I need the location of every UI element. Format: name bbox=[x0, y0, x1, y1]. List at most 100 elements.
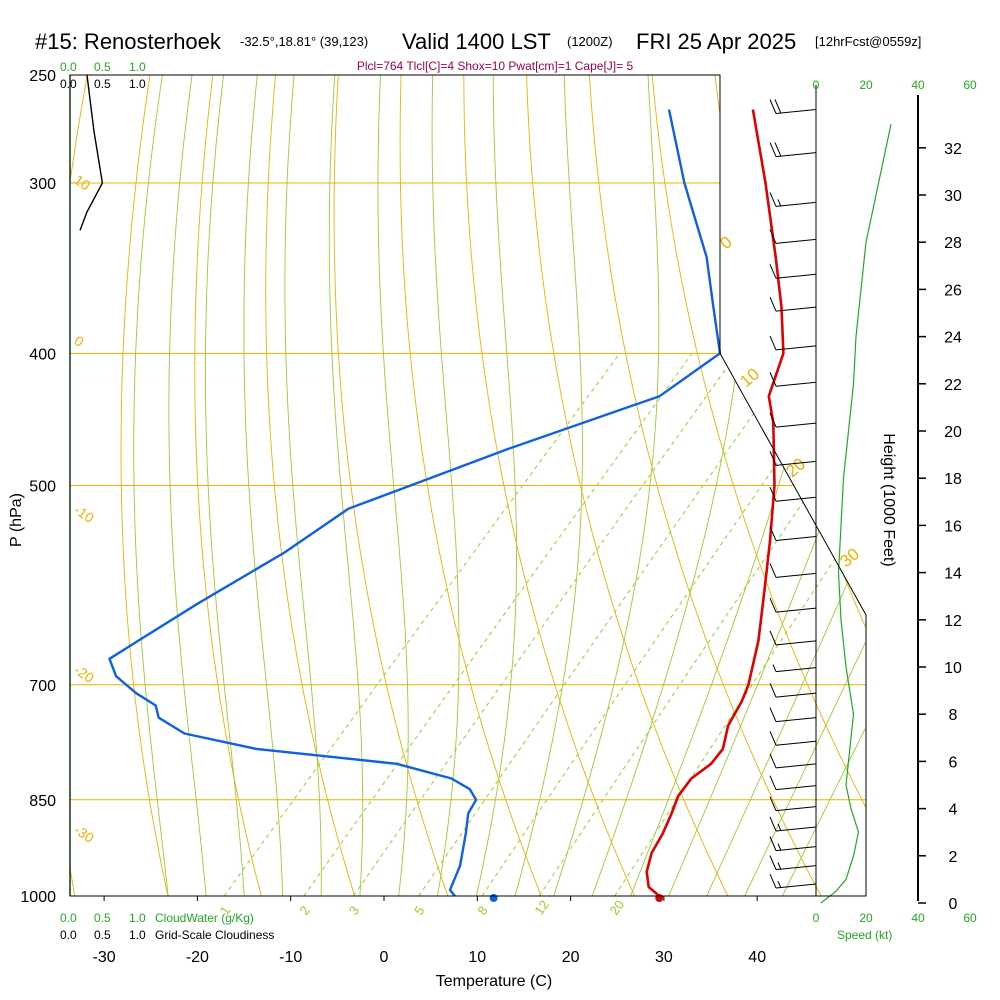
cloudwater-bottom-tick-1: 0.5 bbox=[94, 911, 111, 925]
chart-title-valid: Valid 1400 LST bbox=[402, 29, 551, 54]
moist-adiabat bbox=[133, 75, 172, 896]
dry-adiabat-label: 0 bbox=[71, 332, 87, 350]
dry-adiabat-label: 10 bbox=[71, 171, 93, 193]
mixing-ratio-label: 8 bbox=[474, 903, 490, 918]
moist-adiabat-label: 10 bbox=[736, 364, 763, 391]
mixing-ratio-label: 12 bbox=[531, 897, 552, 917]
moist-adiabat bbox=[168, 75, 209, 896]
dry-adiabat bbox=[265, 75, 365, 896]
mixing-ratio-label: 2 bbox=[296, 903, 312, 918]
pressure-tick-label: 500 bbox=[29, 479, 56, 496]
wind-barb bbox=[769, 816, 817, 832]
height-tick-label: 2 bbox=[949, 849, 958, 866]
height-tick-label: 32 bbox=[944, 141, 962, 158]
stats-line: Plcl=764 Tlcl[C]=4 Shox=10 Pwat[cm]=1 Ca… bbox=[357, 59, 634, 73]
chart-title-forecast: [12hrFcst@0559z] bbox=[815, 34, 921, 49]
moist-adiabat-label: 0 bbox=[716, 232, 735, 253]
speed-bottom-tick-label: 20 bbox=[859, 911, 873, 925]
wind-barb bbox=[772, 664, 817, 673]
temperature-tick-label: -30 bbox=[93, 949, 116, 966]
surface-temperature-point bbox=[655, 894, 664, 902]
cloudiness-top-tick-1: 0.5 bbox=[94, 77, 111, 91]
cloudwater-top-tick-0: 0.0 bbox=[60, 60, 77, 74]
temperature-tick-label: 10 bbox=[468, 949, 486, 966]
wind-barb bbox=[769, 855, 817, 871]
wind-barb bbox=[769, 192, 817, 207]
height-tick-label: 6 bbox=[949, 754, 958, 771]
height-tick-label: 28 bbox=[944, 235, 962, 252]
height-tick-label: 22 bbox=[944, 377, 962, 394]
moist-adiabat bbox=[655, 75, 866, 896]
mixing-ratio-1 bbox=[223, 353, 621, 896]
cloudwater-top-tick-2: 1.0 bbox=[129, 60, 146, 74]
cloudwater-label: CloudWater (g/Kg) bbox=[155, 911, 254, 925]
height-tick-label: 14 bbox=[944, 566, 962, 583]
moist-adiabat bbox=[469, 75, 517, 896]
height-axis-title: Height (1000 Feet) bbox=[880, 433, 897, 566]
height-tick-label: 8 bbox=[949, 707, 958, 724]
wind-barb bbox=[769, 682, 817, 698]
temperature-axis-title: Temperature (C) bbox=[436, 973, 552, 990]
dry-adiabat bbox=[333, 75, 459, 896]
chart-title-date: FRI 25 Apr 2025 bbox=[636, 29, 796, 54]
speed-top-tick-label: 0 bbox=[813, 78, 820, 92]
cloudiness-label: Grid-Scale Cloudiness bbox=[155, 928, 274, 942]
dewpoint-line bbox=[108, 109, 722, 897]
wind-barb bbox=[769, 335, 817, 351]
moist-adiabat bbox=[328, 75, 364, 896]
cloudwater-bottom-tick-0: 0.0 bbox=[60, 911, 77, 925]
mixing-ratio-label: 20 bbox=[607, 897, 628, 917]
dry-adiabat bbox=[586, 75, 838, 896]
dry-adiabat-label: -10 bbox=[71, 501, 97, 526]
cloudiness-line bbox=[79, 74, 104, 231]
wind-barb bbox=[769, 372, 817, 387]
chart-title-station: #15: Renosterhoek bbox=[35, 29, 222, 54]
temperature-line bbox=[645, 109, 785, 897]
speed-bottom-tick-label: 60 bbox=[963, 911, 977, 925]
wind-barb bbox=[769, 412, 817, 428]
mixing-ratio-12 bbox=[538, 353, 866, 896]
dry-adiabat bbox=[647, 75, 866, 896]
moist-adiabat bbox=[204, 75, 247, 896]
speed-bottom-tick-label: 40 bbox=[911, 911, 925, 925]
mixing-ratio-5 bbox=[418, 353, 797, 896]
height-tick-label: 0 bbox=[949, 896, 958, 913]
speed-top-tick-label: 40 bbox=[911, 78, 925, 92]
wind-barb bbox=[769, 563, 817, 578]
temperature-tick-label: -10 bbox=[279, 949, 302, 966]
chart-title-coords: -32.5°,18.81° (39,123) bbox=[240, 34, 368, 49]
pressure-tick-label: 250 bbox=[29, 68, 56, 85]
temperature-tick-label: 40 bbox=[748, 949, 766, 966]
pressure-axis-title: P (hPa) bbox=[8, 493, 25, 547]
dry-adiabat bbox=[399, 75, 554, 896]
pressure-tick-label: 700 bbox=[29, 678, 56, 695]
cloudiness-top-tick-0: 0.0 bbox=[60, 77, 77, 91]
dry-adiabat-label: -30 bbox=[71, 821, 97, 846]
wind-barb bbox=[769, 873, 817, 889]
wind-barb bbox=[769, 487, 817, 502]
dry-adiabat bbox=[120, 75, 175, 896]
moist-adiabat bbox=[377, 75, 409, 896]
mixing-ratio-20 bbox=[614, 353, 866, 896]
moist-adiabat bbox=[581, 75, 749, 896]
moist-adiabat-label: 20 bbox=[782, 454, 809, 481]
wind-barb bbox=[769, 707, 817, 723]
height-tick-label: 30 bbox=[944, 188, 962, 205]
cloudiness-bottom-tick-1: 0.5 bbox=[94, 928, 111, 942]
wind-barb bbox=[769, 597, 817, 613]
height-tick-label: 26 bbox=[944, 282, 962, 299]
background-grid bbox=[70, 75, 866, 896]
height-tick-label: 10 bbox=[944, 660, 962, 677]
wind-barb bbox=[769, 753, 817, 769]
surface-dewpoint-point bbox=[489, 894, 498, 902]
temperature-tick-label: -20 bbox=[186, 949, 209, 966]
height-tick-label: 24 bbox=[944, 330, 962, 347]
dry-adiabat bbox=[525, 75, 743, 896]
chart-title-utc: (1200Z) bbox=[567, 34, 613, 49]
wind-barb bbox=[769, 99, 817, 115]
wind-barb bbox=[769, 229, 817, 244]
mixing-ratio-3 bbox=[352, 353, 738, 896]
mixing-ratio-label: 3 bbox=[346, 903, 362, 918]
